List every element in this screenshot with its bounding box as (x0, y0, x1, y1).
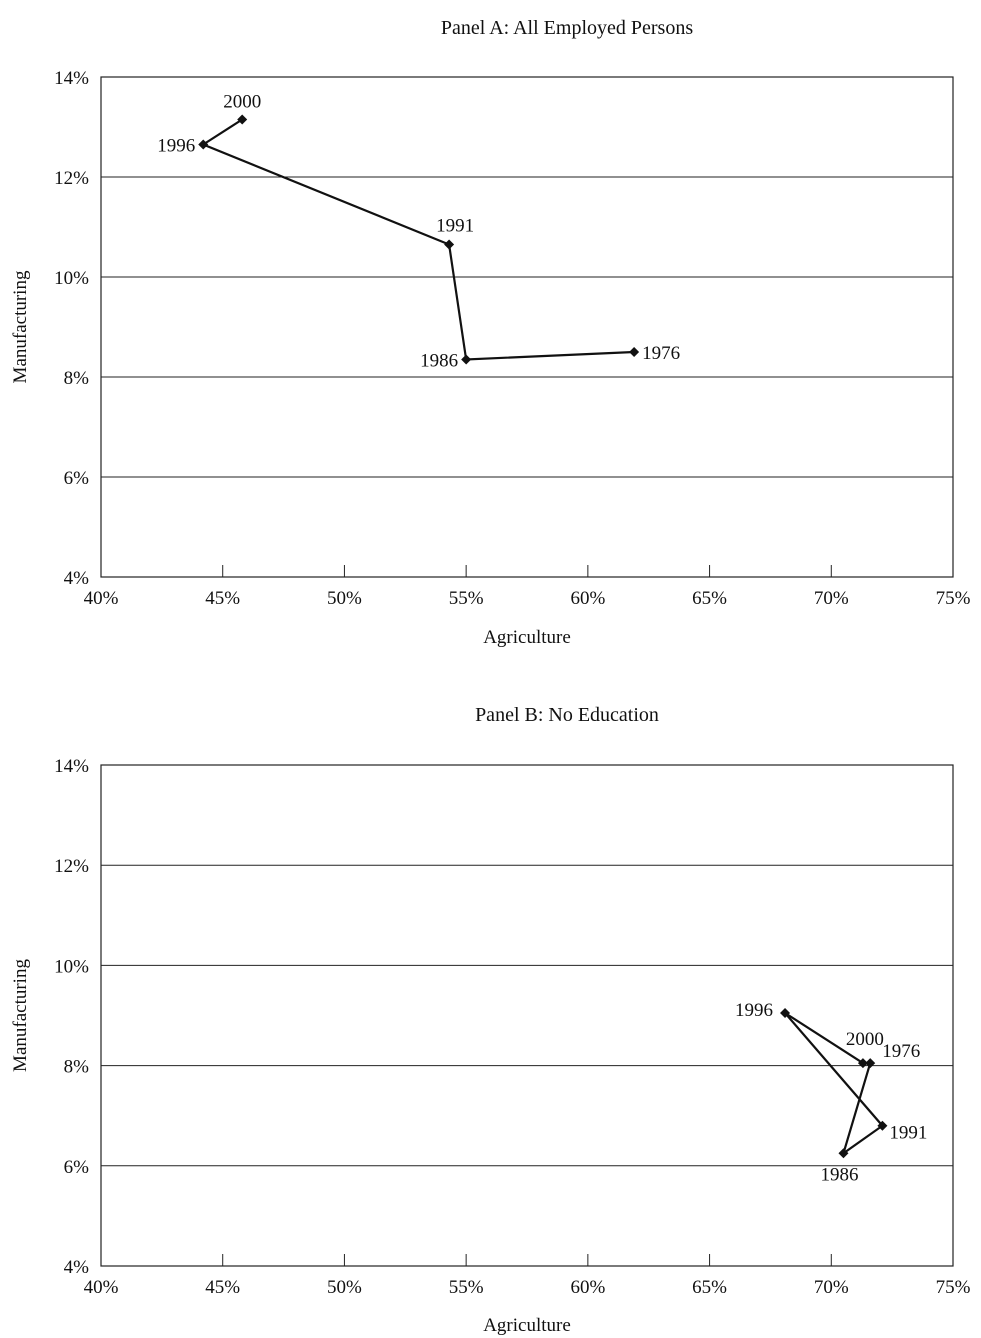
y-tick-label: 14% (54, 68, 89, 89)
y-tick-label: 8% (64, 1057, 90, 1078)
data-point-label: 1986 (420, 351, 458, 372)
data-point-marker (877, 1120, 888, 1131)
y-tick-label: 14% (54, 756, 89, 777)
data-point-label: 1996 (157, 136, 195, 157)
data-point-marker (780, 1007, 791, 1018)
chart-panel-b: Panel B: No Education 4% 6% 8% 10% 12% 14% 40% 4… (10, 704, 971, 1336)
data-point-label: 1991 (436, 216, 474, 237)
plot-frame (100, 764, 954, 1267)
y-tick-label: 10% (54, 956, 89, 977)
x-tick-label: 60% (570, 588, 605, 609)
y-tick-label: 10% (54, 268, 89, 289)
y-tick-label: 6% (64, 1157, 90, 1178)
data-point-label: 1996 (735, 1000, 773, 1021)
chart-title: Panel B: No Education (475, 704, 659, 726)
x-tick-label: 75% (936, 588, 971, 609)
data-point-marker (444, 239, 455, 250)
data-point-marker (838, 1148, 849, 1159)
y-tick-label: 12% (54, 168, 89, 189)
x-tick-label: 70% (814, 1277, 849, 1298)
y-tick-label: 8% (64, 368, 90, 389)
data-point-marker (237, 114, 248, 125)
data-point-label: 1986 (820, 1164, 858, 1185)
y-axis-label: Manufacturing (10, 959, 31, 1072)
data-point-label: 1976 (882, 1041, 920, 1062)
y-tick-label: 4% (64, 568, 90, 589)
data-point-marker (629, 347, 640, 357)
x-tick-label: 65% (692, 1277, 727, 1298)
data-point-marker (857, 1058, 868, 1069)
data-point-label: 2000 (846, 1029, 884, 1050)
data-point-label: 2000 (223, 92, 261, 113)
x-tick-label: 50% (327, 588, 362, 609)
x-tick-label: 55% (449, 1277, 484, 1298)
data-point-marker (865, 1058, 876, 1069)
x-tick-label: 65% (692, 588, 727, 609)
x-tick-label: 45% (205, 1277, 240, 1298)
y-axis-label: Manufacturing (10, 270, 31, 383)
series-line (200, 118, 635, 361)
chart-title: Panel A: All Employed Persons (441, 17, 693, 39)
x-axis-label: Agriculture (483, 1315, 571, 1336)
data-point-marker (461, 354, 472, 365)
y-tick-label: 4% (64, 1257, 90, 1278)
x-tick-label: 75% (936, 1277, 971, 1298)
y-tick-label: 6% (64, 468, 90, 489)
x-axis-label: Agriculture (483, 627, 571, 648)
data-point-label: 1991 (889, 1123, 927, 1144)
x-tick-label: 50% (327, 1277, 362, 1298)
plot-frame (100, 76, 954, 578)
y-tick-label: 12% (54, 856, 89, 877)
x-tick-label: 45% (205, 588, 240, 609)
x-tick-label: 70% (814, 588, 849, 609)
x-tick-label: 60% (570, 1277, 605, 1298)
x-tick-label: 40% (84, 1277, 119, 1298)
x-tick-label: 40% (84, 588, 119, 609)
data-point-label: 1976 (642, 343, 680, 364)
x-tick-label: 55% (449, 588, 484, 609)
data-point-marker (198, 139, 209, 150)
chart-panel-a: Panel A: All Employed Persons 4% 6% 8% 10% 12… (10, 17, 971, 648)
